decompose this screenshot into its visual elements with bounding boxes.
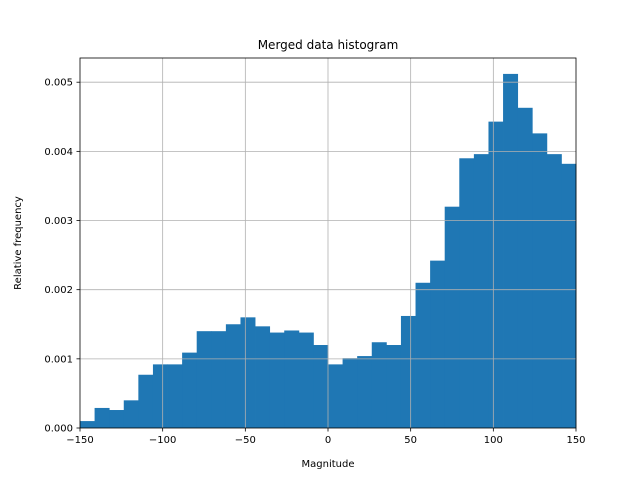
y-tick-label: 0.001 — [44, 354, 73, 365]
histogram-bar — [415, 282, 431, 428]
chart-title: Merged data histogram — [258, 38, 399, 52]
y-tick-label: 0.000 — [44, 424, 73, 435]
histogram-bar — [473, 154, 489, 428]
y-tick-label: 0.005 — [44, 78, 73, 89]
x-tick-label: −100 — [149, 435, 176, 446]
histogram-bar — [123, 400, 139, 428]
histogram-bar — [196, 331, 212, 428]
histogram-bar — [284, 330, 300, 428]
x-tick-label: 100 — [484, 435, 503, 446]
axes-frame — [79, 57, 577, 429]
x-tick-label: 50 — [404, 435, 417, 446]
x-tick-label: −150 — [66, 435, 93, 446]
x-axis-title: Magnitude — [302, 459, 355, 470]
histogram-bar — [386, 345, 402, 428]
histogram-bar — [255, 326, 271, 428]
histogram-bar — [152, 364, 168, 428]
histogram-bar — [313, 345, 329, 428]
histogram-bar — [269, 332, 285, 428]
histogram-bar — [459, 158, 475, 428]
histogram-bar — [328, 364, 343, 428]
histogram-bar — [298, 332, 314, 428]
histogram-bar — [357, 356, 373, 428]
grid-layer — [80, 58, 576, 428]
histogram-bar — [561, 163, 577, 428]
histogram-bar — [371, 342, 387, 428]
histogram-bar — [342, 358, 358, 428]
histogram-bar — [430, 260, 446, 428]
histogram-bar — [240, 317, 256, 428]
histogram-bar — [532, 133, 548, 428]
histogram-bar — [546, 154, 562, 428]
histogram-bar — [225, 324, 241, 428]
histogram-bar — [211, 331, 227, 428]
y-tick-label: 0.003 — [44, 216, 73, 227]
histogram-bar — [94, 407, 110, 428]
y-tick-label: 0.002 — [44, 285, 73, 296]
x-tick-label: 0 — [325, 435, 331, 446]
histogram-bar — [80, 421, 95, 428]
y-tick-label: 0.004 — [44, 147, 73, 158]
histogram-bar — [109, 410, 125, 428]
histogram-bar — [444, 206, 460, 428]
ticks-layer: −150 −100 −50 0 50 100 150 0.000 0.001 0.002 0.003… — [44, 78, 585, 446]
histogram-bar — [182, 352, 198, 428]
histogram-bar — [400, 315, 416, 428]
histogram-bar — [167, 364, 183, 428]
histogram-bar — [517, 107, 533, 428]
histogram-bar — [138, 374, 154, 428]
x-tick-label: −50 — [235, 435, 256, 446]
x-tick-label: 150 — [566, 435, 585, 446]
histogram-bar — [503, 73, 519, 428]
bars-layer — [80, 73, 577, 429]
histogram-bar — [488, 121, 504, 429]
y-axis-title: Relative frequency — [13, 196, 24, 290]
